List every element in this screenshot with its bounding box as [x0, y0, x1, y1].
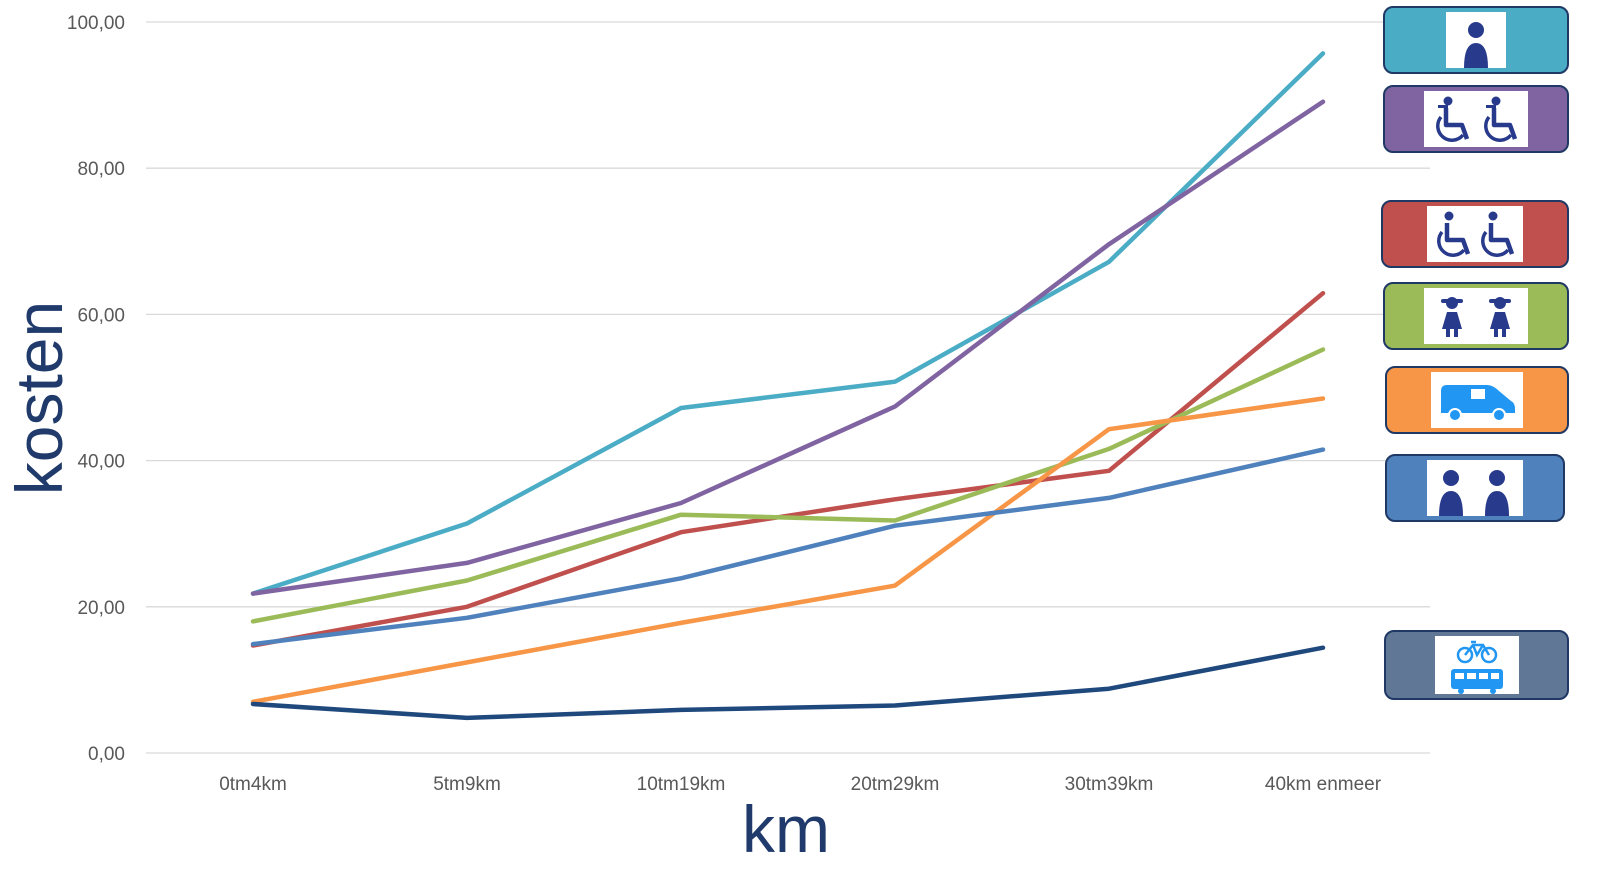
x-tick-label: 10tm19km [637, 774, 726, 795]
y-tick-label: 100,00 [67, 13, 125, 34]
x-axis-title: km [742, 792, 830, 866]
series-lines [250, 51, 1326, 721]
series-line [250, 347, 1326, 624]
y-tick-label: 40,00 [77, 452, 125, 473]
y-tick-label: 20,00 [77, 598, 125, 619]
x-tick-label: 5tm9km [433, 774, 501, 795]
series-line [250, 396, 1326, 705]
legend-item [1384, 630, 1569, 700]
y-tick-label: 60,00 [77, 305, 125, 326]
bicycle-and-bus-icon [1435, 636, 1519, 694]
series-line [250, 447, 1326, 647]
person-pair-icon [1427, 460, 1523, 516]
legend-item [1381, 200, 1569, 268]
person-icon [1446, 12, 1506, 68]
series-line [250, 51, 1326, 596]
legend-item [1383, 282, 1569, 350]
x-axis-ticks: 0tm4km 5tm9km 10tm19km 20tm29km 30tm39km 40km… [219, 774, 1382, 795]
van-icon [1431, 372, 1523, 428]
legend-item [1385, 454, 1565, 522]
series-line [250, 645, 1326, 721]
y-axis-title: kosten [2, 301, 76, 495]
y-tick-label: 0,00 [88, 744, 125, 765]
legend-item [1383, 6, 1569, 74]
legend-item [1383, 85, 1569, 153]
gridlines [146, 21, 1430, 754]
legend-item [1385, 366, 1569, 434]
y-axis-ticks: 0,00 20,00 40,00 60,00 80,00 100,00 [67, 13, 125, 765]
x-tick-label: 30tm39km [1065, 774, 1154, 795]
girl-pair-icon [1424, 288, 1528, 344]
x-tick-label: 40km enmeer [1265, 774, 1382, 795]
y-tick-label: 80,00 [77, 159, 125, 180]
wheelchair-pair-icon [1427, 206, 1523, 262]
wheelchair-pair-with-companion-icon [1424, 91, 1528, 147]
series-line [250, 99, 1326, 596]
x-tick-label: 0tm4km [219, 774, 287, 795]
x-tick-label: 20tm29km [851, 774, 940, 795]
